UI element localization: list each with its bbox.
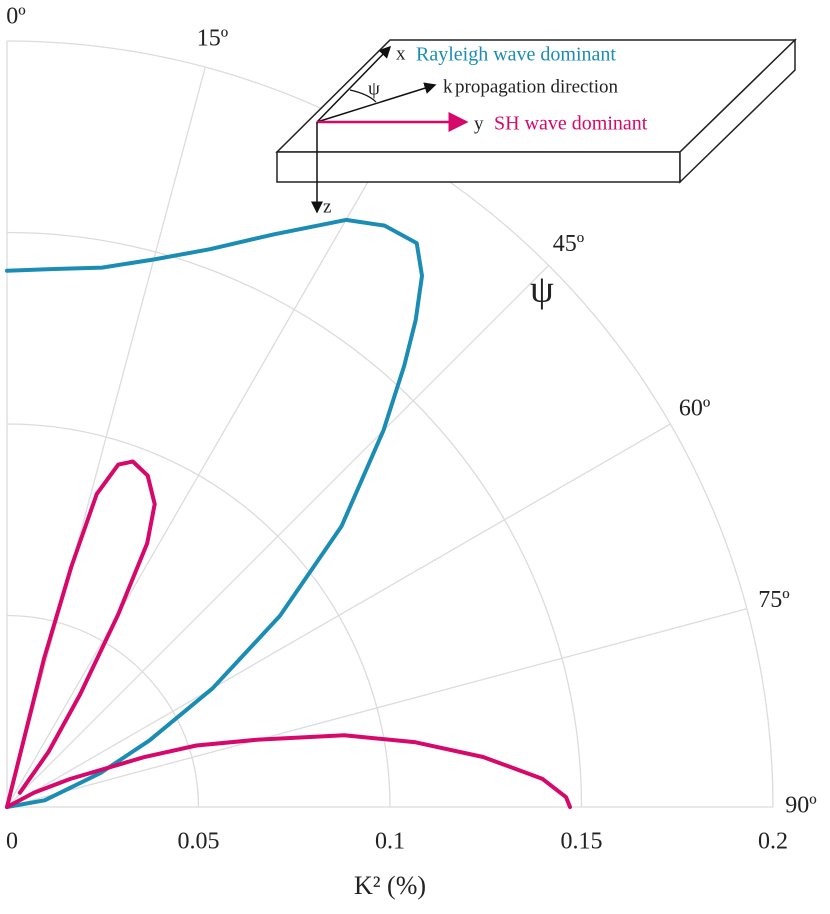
grid-spoke bbox=[6, 608, 748, 808]
x-label: x bbox=[396, 43, 406, 64]
x-tick-label: 0.05 bbox=[178, 829, 220, 855]
legend-rayleigh: Rayleigh wave dominant bbox=[416, 44, 616, 66]
grid-spoke bbox=[6, 264, 550, 808]
theta-tick-label: 0º bbox=[6, 4, 26, 30]
z-label: z bbox=[323, 196, 331, 217]
inset: x ψ k propagation direction y z Rayleigh… bbox=[275, 38, 797, 217]
grid bbox=[6, 40, 774, 808]
theta-tick-label: 15º bbox=[197, 26, 229, 52]
theta-tick-label: 45º bbox=[553, 231, 585, 257]
k-text: propagation direction bbox=[455, 76, 619, 97]
grid-spoke bbox=[6, 423, 671, 808]
theta-tick-label: 60º bbox=[679, 396, 711, 422]
legend-sh: SH wave dominant bbox=[494, 113, 648, 135]
series-line bbox=[5, 459, 572, 809]
k-arrow bbox=[316, 82, 437, 123]
theta-tick-label: 90º bbox=[785, 793, 817, 819]
plate-side bbox=[679, 38, 796, 184]
x-tick-label: 0 bbox=[6, 829, 18, 855]
theta-tick-label: 75º bbox=[758, 587, 790, 613]
angle-label: ψ bbox=[530, 269, 554, 311]
series-line bbox=[5, 217, 424, 809]
y-label: y bbox=[474, 113, 484, 134]
psi-arc bbox=[349, 89, 377, 103]
x-axis-arrow bbox=[316, 45, 392, 123]
grid-spoke bbox=[6, 143, 391, 808]
k-label: k bbox=[443, 76, 453, 97]
psi-small: ψ bbox=[368, 78, 380, 99]
curves bbox=[5, 217, 572, 809]
x-tick-label: 0.15 bbox=[561, 829, 603, 855]
plate-front bbox=[276, 151, 681, 183]
x-tick-label: 0.2 bbox=[758, 829, 788, 855]
x-tick-label: 0.1 bbox=[375, 829, 405, 855]
grid-spoke bbox=[6, 66, 206, 808]
x-axis-title: K² (%) bbox=[354, 871, 426, 900]
